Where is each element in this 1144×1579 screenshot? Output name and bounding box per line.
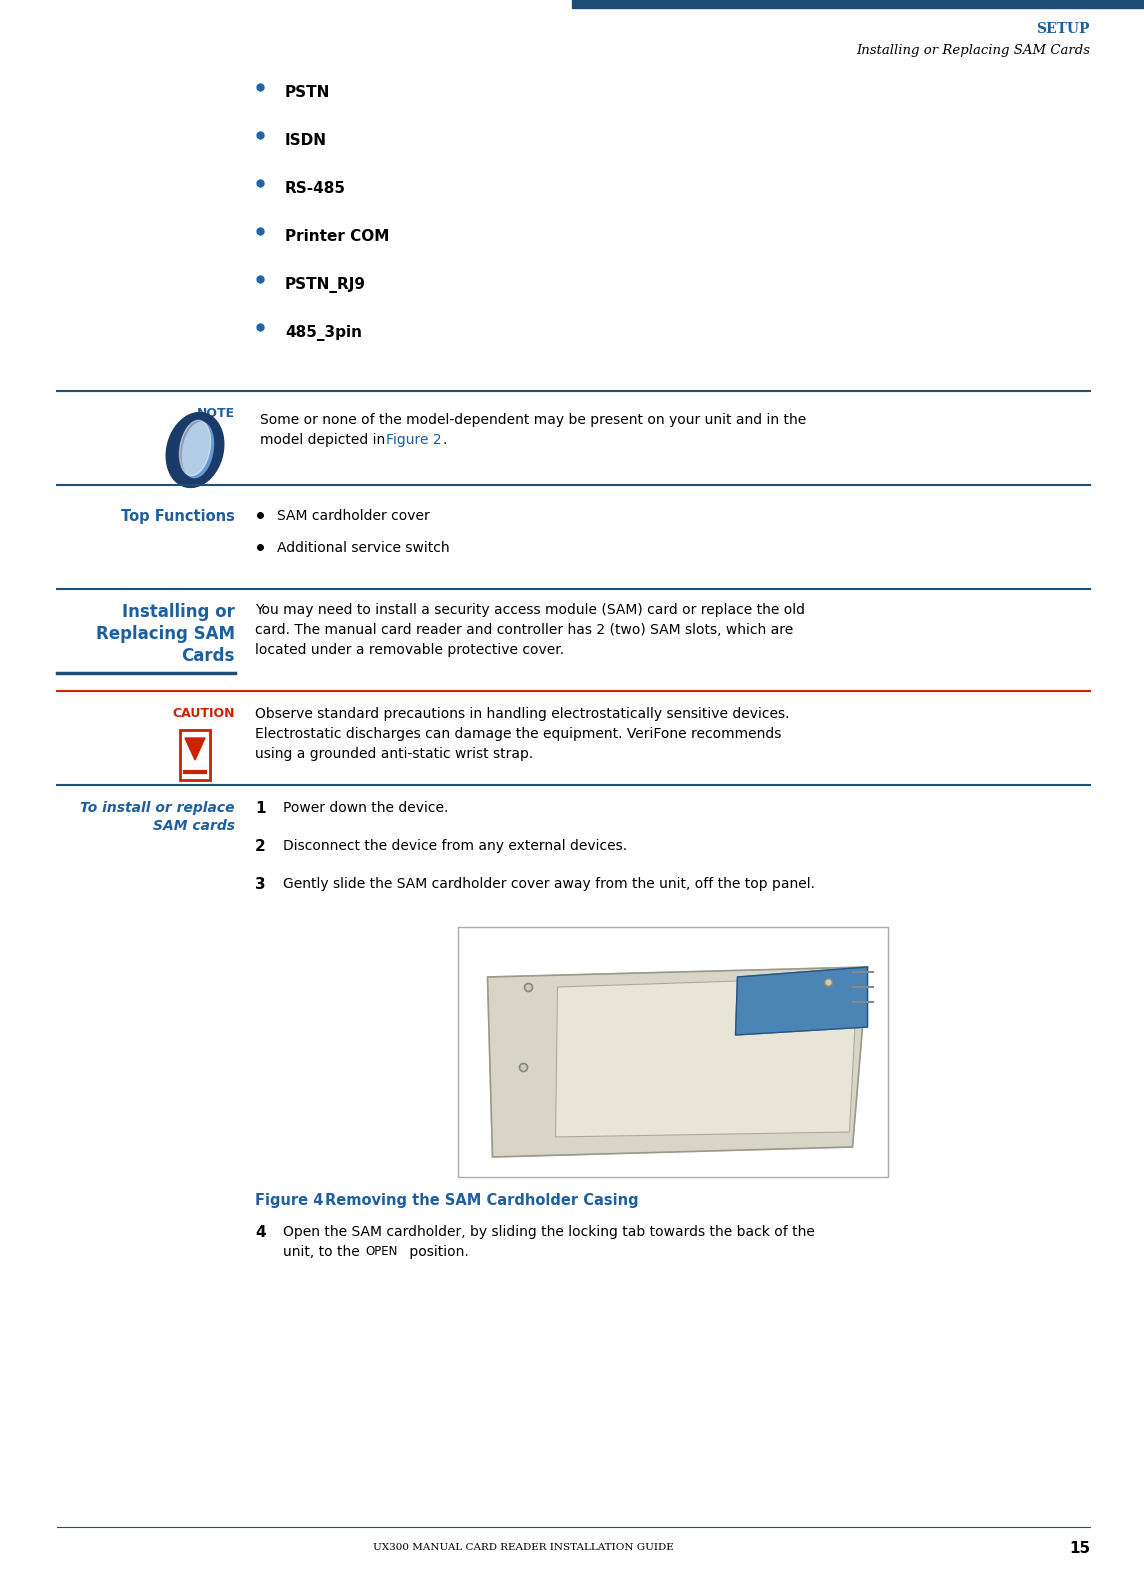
Text: Installing or: Installing or <box>122 603 235 621</box>
Text: Printer COM: Printer COM <box>285 229 389 245</box>
Text: 15: 15 <box>1068 1541 1090 1555</box>
Text: SAM cardholder cover: SAM cardholder cover <box>277 508 430 523</box>
Text: 485_3pin: 485_3pin <box>285 325 362 341</box>
Text: using a grounded anti-static wrist strap.: using a grounded anti-static wrist strap… <box>255 747 533 761</box>
Text: Replacing SAM: Replacing SAM <box>96 625 235 643</box>
Text: ISDN: ISDN <box>285 133 327 148</box>
Text: Removing the SAM Cardholder Casing: Removing the SAM Cardholder Casing <box>325 1194 638 1208</box>
Text: Power down the device.: Power down the device. <box>283 801 448 815</box>
Text: To install or replace: To install or replace <box>80 801 235 815</box>
Bar <box>458 927 888 1176</box>
Text: RS-485: RS-485 <box>285 182 345 196</box>
Text: SAM cards: SAM cards <box>153 820 235 834</box>
Polygon shape <box>736 966 867 1034</box>
Text: 4: 4 <box>255 1225 265 1240</box>
Bar <box>572 0 1144 8</box>
Text: Observe standard precautions in handling electrostatically sensitive devices.: Observe standard precautions in handling… <box>255 707 789 722</box>
Polygon shape <box>556 977 858 1137</box>
Text: model depicted in: model depicted in <box>260 433 390 447</box>
Text: unit, to the: unit, to the <box>283 1244 364 1258</box>
Text: OPEN: OPEN <box>365 1244 397 1258</box>
Text: Some or none of the model-dependent may be present on your unit and in the: Some or none of the model-dependent may … <box>260 414 807 426</box>
Polygon shape <box>185 737 205 759</box>
Text: NOTE: NOTE <box>197 407 235 420</box>
Text: located under a removable protective cover.: located under a removable protective cov… <box>255 643 564 657</box>
Bar <box>180 729 210 780</box>
Polygon shape <box>180 420 210 475</box>
Text: Installing or Replacing SAM Cards: Installing or Replacing SAM Cards <box>856 44 1090 57</box>
Text: PSTN_RJ9: PSTN_RJ9 <box>285 276 366 294</box>
Text: UX300 MANUAL CARD READER INSTALLATION GUIDE: UX300 MANUAL CARD READER INSTALLATION GU… <box>373 1543 674 1552</box>
Text: .: . <box>443 433 447 447</box>
Text: PSTN: PSTN <box>285 85 331 99</box>
Text: 1: 1 <box>255 801 265 816</box>
Polygon shape <box>166 412 224 488</box>
Text: 2: 2 <box>255 838 265 854</box>
Text: 3: 3 <box>255 876 265 892</box>
Text: Figure 4: Figure 4 <box>255 1194 324 1208</box>
Text: card. The manual card reader and controller has 2 (two) SAM slots, which are: card. The manual card reader and control… <box>255 624 793 636</box>
Text: Open the SAM cardholder, by sliding the locking tab towards the back of the: Open the SAM cardholder, by sliding the … <box>283 1225 815 1240</box>
Text: position.: position. <box>405 1244 469 1258</box>
Text: Additional service switch: Additional service switch <box>277 542 450 554</box>
Polygon shape <box>487 966 867 1157</box>
Polygon shape <box>182 422 214 478</box>
Text: Gently slide the SAM cardholder cover away from the unit, off the top panel.: Gently slide the SAM cardholder cover aw… <box>283 876 815 891</box>
Text: Top Functions: Top Functions <box>121 508 235 524</box>
Text: SETUP: SETUP <box>1036 22 1090 36</box>
Text: Electrostatic discharges can damage the equipment. VeriFone recommends: Electrostatic discharges can damage the … <box>255 726 781 741</box>
Text: You may need to install a security access module (SAM) card or replace the old: You may need to install a security acces… <box>255 603 805 617</box>
Text: Figure 2: Figure 2 <box>386 433 442 447</box>
Text: Cards: Cards <box>182 647 235 665</box>
Text: Disconnect the device from any external devices.: Disconnect the device from any external … <box>283 838 627 853</box>
Text: CAUTION: CAUTION <box>173 707 235 720</box>
